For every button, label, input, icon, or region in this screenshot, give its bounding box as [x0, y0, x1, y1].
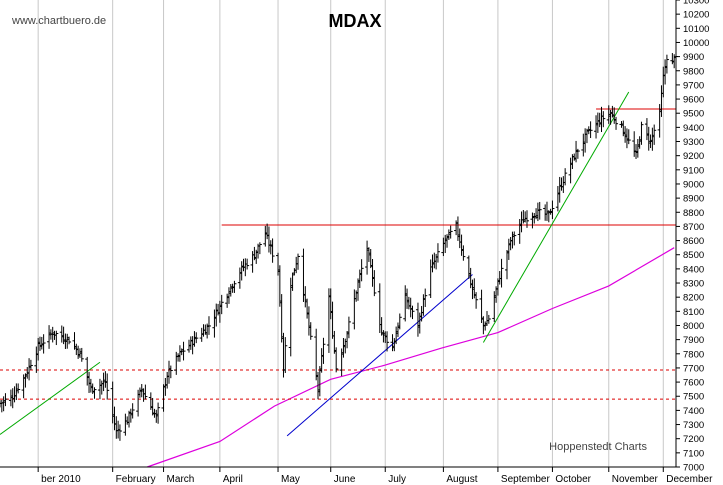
y-tick-label: 8300: [683, 279, 704, 290]
y-tick-label: 7600: [683, 378, 704, 389]
moving-average-layer: [147, 247, 675, 468]
y-tick-label: 9000: [683, 179, 704, 190]
horizontal-lines-layer: [0, 108, 676, 400]
y-tick-label: 9800: [683, 66, 704, 77]
y-tick-label: 8600: [683, 236, 704, 247]
y-tick-label: 10000: [683, 38, 709, 49]
y-tick-label: 7500: [683, 392, 704, 403]
y-axis-ticks: 7000 7100 7200 7300 7400 7500 7600 7700 7800 7900…: [676, 0, 709, 474]
y-tick-label: 9200: [683, 151, 704, 162]
y-tick-label: 10100: [683, 24, 709, 35]
y-tick-label: 8700: [683, 222, 704, 233]
x-tick-label: March: [167, 474, 195, 485]
y-tick-label: 8000: [683, 321, 704, 332]
y-tick-label: 9100: [683, 165, 704, 176]
x-tick-label: July: [388, 474, 406, 485]
x-tick-label: October: [555, 474, 591, 485]
y-tick-label: 8100: [683, 307, 704, 318]
y-tick-label: 7200: [683, 434, 704, 445]
trend-lines-layer: [0, 91, 630, 437]
y-tick-label: 8500: [683, 250, 704, 261]
y-tick-label: 9500: [683, 109, 704, 120]
y-tick-label: 9900: [683, 52, 704, 63]
y-tick-label: 9400: [683, 123, 704, 134]
x-tick-label: June: [334, 474, 356, 485]
y-tick-label: 7900: [683, 335, 704, 346]
y-tick-label: 8400: [683, 264, 704, 275]
x-tick-label: August: [446, 474, 477, 485]
y-tick-label: 7400: [683, 406, 704, 417]
x-tick-label: December: [666, 474, 713, 485]
credit-text: Hoppenstedt Charts: [549, 441, 647, 453]
watermark-text: www.chartbuero.de: [11, 15, 106, 27]
trend-line: [286, 274, 473, 437]
y-tick-label: 9700: [683, 80, 704, 91]
x-tick-label: November: [612, 474, 659, 485]
x-tick-label: ber 2010: [41, 474, 81, 485]
trend-line: [0, 361, 101, 435]
y-tick-label: 8800: [683, 208, 704, 219]
x-tick-label: May: [281, 474, 300, 485]
y-tick-label: 7800: [683, 349, 704, 360]
moving-average-line: [147, 247, 675, 468]
price-bars-layer: [0, 53, 678, 441]
y-tick-label: 8200: [683, 293, 704, 304]
y-tick-label: 7000: [683, 463, 704, 474]
x-tick-label: April: [223, 474, 243, 485]
y-tick-label: 7300: [683, 420, 704, 431]
trend-line: [482, 91, 630, 343]
chart-title: MDAX: [329, 11, 382, 31]
y-tick-label: 10300: [683, 0, 709, 7]
y-tick-label: 10200: [683, 10, 709, 21]
y-tick-label: 7100: [683, 448, 704, 459]
x-tick-label: February: [116, 474, 156, 485]
y-tick-label: 9600: [683, 95, 704, 106]
y-tick-label: 8900: [683, 194, 704, 205]
y-tick-label: 9300: [683, 137, 704, 148]
x-tick-label: September: [501, 474, 551, 485]
y-tick-label: 7700: [683, 363, 704, 374]
x-axis-ticks: ber 2010 February March April May June July Aug…: [37, 467, 713, 485]
